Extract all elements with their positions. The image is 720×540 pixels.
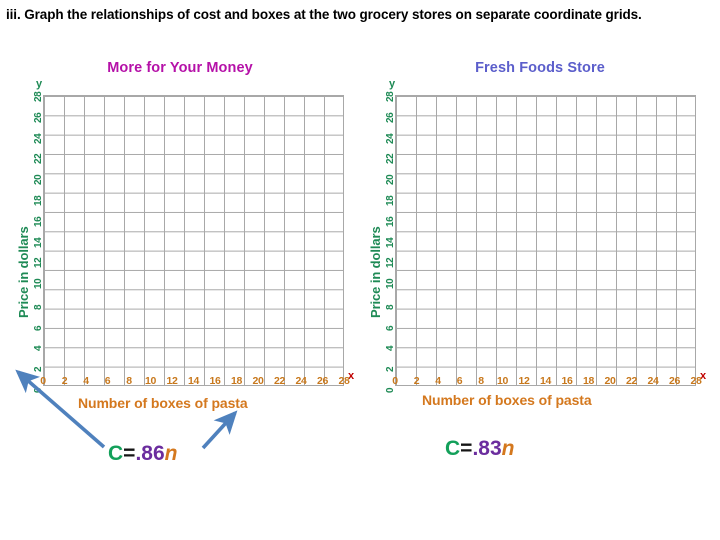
x-tick-label-right: 6	[456, 375, 463, 387]
x-tick-label-right: 24	[647, 375, 659, 387]
coordinate-grid-right[interactable]	[395, 95, 696, 386]
x-tick-label-right: 0	[392, 375, 398, 387]
y-tick-label-right: 22	[385, 154, 396, 165]
page-heading: iii. Graph the relationships of cost and…	[6, 7, 642, 22]
y-tick-label-right: 0	[385, 387, 396, 393]
x-tick-label-right: 10	[496, 375, 509, 387]
y-tick-label-left: 20	[33, 174, 44, 186]
equation-right: C=.83n	[445, 437, 514, 461]
x-tick-label-right: 28	[690, 375, 702, 387]
chart-title-left: More for Your Money	[107, 60, 253, 76]
y-tick-label-left: 10	[33, 278, 44, 290]
x-tick-label-left: 12	[166, 375, 178, 387]
x-tick-label-left: 20	[252, 375, 264, 387]
x-tick-label-left: 4	[83, 375, 89, 387]
y-tick-label-right: 10	[385, 278, 396, 290]
equation-left: C=.86n	[108, 442, 177, 466]
x-axis-title-right: Number of boxes of pasta	[422, 392, 592, 408]
x-tick-label-left: 2	[61, 375, 68, 387]
y-tick-label-left: 12	[33, 257, 44, 269]
y-tick-label-right: 14	[385, 237, 396, 248]
x-tick-label-right: 26	[668, 375, 681, 387]
equation-left-equals: =	[123, 442, 136, 465]
chart-title-right: Fresh Foods Store	[475, 60, 605, 76]
y-tick-label-left: 0	[33, 387, 44, 393]
y-tick-label-left: 14	[33, 237, 44, 248]
y-tick-label-right: 4	[385, 346, 396, 352]
equation-right-number: .83	[472, 437, 502, 460]
x-tick-label-right: 18	[582, 375, 595, 387]
x-tick-label-left: 24	[295, 375, 307, 387]
x-tick-label-right: 4	[435, 375, 441, 387]
y-axis-title-right: Price in dollars	[368, 226, 383, 318]
y-tick-label-right: 8	[385, 304, 396, 310]
x-tick-label-left: 14	[187, 375, 200, 387]
equation-right-variable: n	[501, 437, 515, 460]
coordinate-grid-left[interactable]	[43, 95, 344, 386]
y-axis-marker-left: y	[36, 78, 43, 90]
x-tick-label-left: 16	[209, 375, 221, 387]
y-tick-label-right: 18	[385, 195, 396, 206]
y-tick-label-left: 6	[33, 325, 44, 331]
x-tick-label-left: 22	[273, 375, 286, 387]
equation-left-c: C	[108, 442, 124, 465]
x-tick-label-right: 14	[539, 375, 552, 387]
y-tick-label-left: 16	[33, 216, 44, 227]
y-tick-label-left: 26	[33, 112, 44, 123]
equation-right-equals: =	[460, 437, 473, 460]
x-tick-label-right: 20	[604, 375, 616, 387]
y-tick-label-left: 22	[33, 154, 44, 165]
y-tick-label-right: 6	[385, 325, 396, 331]
y-tick-label-right: 12	[385, 257, 396, 269]
x-tick-label-left: 26	[316, 375, 329, 387]
y-tick-label-right: 20	[385, 174, 396, 186]
equation-left-variable: n	[164, 442, 178, 465]
y-tick-label-left: 2	[33, 367, 44, 373]
x-tick-label-left: 8	[126, 375, 132, 387]
x-tick-label-left: 6	[104, 375, 111, 387]
x-tick-label-right: 2	[413, 375, 420, 387]
equation-left-number: .86	[135, 442, 165, 465]
y-axis-marker-right: y	[389, 78, 396, 90]
y-tick-label-right: 2	[385, 367, 396, 373]
y-axis-title-left: Price in dollars	[16, 226, 31, 318]
x-tick-label-right: 8	[478, 375, 484, 387]
x-axis-marker-left: x	[348, 370, 355, 382]
x-axis-marker-right: x	[700, 370, 707, 382]
y-tick-label-right: 26	[385, 112, 396, 123]
y-tick-label-left: 4	[33, 346, 44, 352]
x-tick-label-right: 22	[625, 375, 638, 387]
y-tick-label-right: 28	[385, 91, 396, 102]
y-tick-label-right: 16	[385, 216, 396, 227]
y-tick-label-left: 18	[33, 195, 44, 206]
x-tick-label-right: 12	[518, 375, 530, 387]
x-tick-label-left: 18	[230, 375, 243, 387]
chart-panel-more-for-your-money: More for Your Money y x Price in dollars…	[16, 60, 355, 466]
x-tick-label-right: 16	[561, 375, 573, 387]
y-tick-label-left: 8	[33, 304, 44, 310]
equation-right-c: C	[445, 437, 461, 460]
x-tick-label-left: 0	[40, 375, 46, 387]
y-tick-label-left: 28	[33, 91, 44, 102]
chart-panel-fresh-foods-store: Fresh Foods Store y x Price in dollars N…	[360, 0, 720, 540]
x-tick-label-left: 10	[144, 375, 157, 387]
y-tick-label-left: 24	[33, 133, 44, 144]
x-tick-label-left: 28	[338, 375, 350, 387]
x-axis-title-left: Number of boxes of pasta	[78, 395, 248, 411]
y-tick-label-right: 24	[385, 133, 396, 144]
